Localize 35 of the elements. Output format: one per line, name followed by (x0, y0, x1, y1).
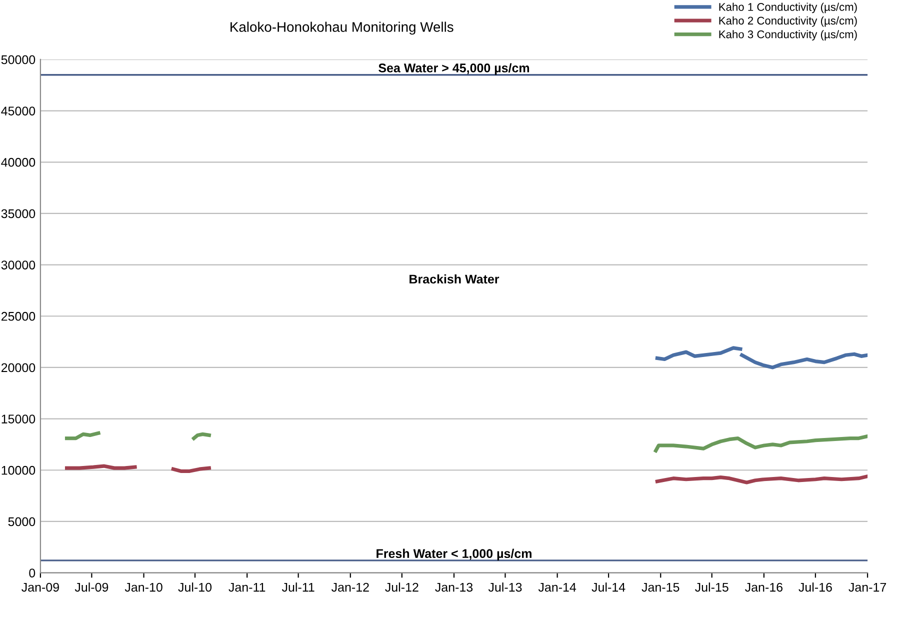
annotation: Brackish Water (410, 274, 500, 284)
x-tick-label: Jan-12 (331, 582, 369, 592)
x-tick-label: Jan-17 (848, 582, 886, 592)
x-tick-label: Jan-13 (435, 582, 473, 592)
ref-line-label: Sea Water > 45,000 µs/cm (378, 63, 530, 75)
y-tick-label: 15000 (2, 414, 36, 424)
y-tick-label: 0 (29, 568, 36, 578)
x-tick-label: Jul-16 (798, 582, 832, 592)
ref-line-label: Fresh Water < 1,000 µs/cm (376, 548, 532, 560)
y-tick-label: 45000 (1, 106, 36, 116)
y-tick-label: 50000 (1, 55, 36, 64)
x-tick-label: Jul-11 (282, 582, 314, 592)
x-tick-label: Jul-14 (592, 582, 626, 592)
legend-label: Kaho 1 Conductivity (µs/cm) (719, 2, 857, 14)
x-tick-label: Jul-09 (74, 582, 108, 592)
x-tick-label: Jan-11 (228, 582, 266, 592)
x-tick-label: Jul-13 (488, 582, 522, 592)
x-tick-label: Jul-15 (695, 582, 728, 592)
y-tick-label: 20000 (1, 363, 36, 372)
y-tick-label: 40000 (1, 158, 36, 167)
y-tick-label: 10000 (2, 466, 36, 475)
x-tick-label: Jul-12 (385, 582, 418, 592)
y-tick-label: 35000 (1, 209, 36, 218)
x-tick-label: Jan-16 (745, 582, 782, 592)
legend-label: Kaho 2 Conductivity (µs/cm) (719, 16, 857, 27)
x-tick-label: Jan-09 (22, 582, 59, 592)
chart-title: Kaloko-Honokohau Monitoring Wells (230, 22, 454, 35)
legend-label: Kaho 3 Conductivity (µs/cm) (719, 30, 857, 40)
x-tick-label: Jan-10 (124, 582, 162, 592)
x-tick-label: Jan-14 (538, 582, 576, 592)
y-tick-label: 25000 (1, 312, 36, 321)
x-tick-label: Jul-10 (178, 582, 212, 592)
y-tick-label: 30000 (1, 260, 36, 270)
y-tick-label: 5000 (8, 517, 36, 526)
x-tick-label: Jan-15 (642, 582, 680, 592)
